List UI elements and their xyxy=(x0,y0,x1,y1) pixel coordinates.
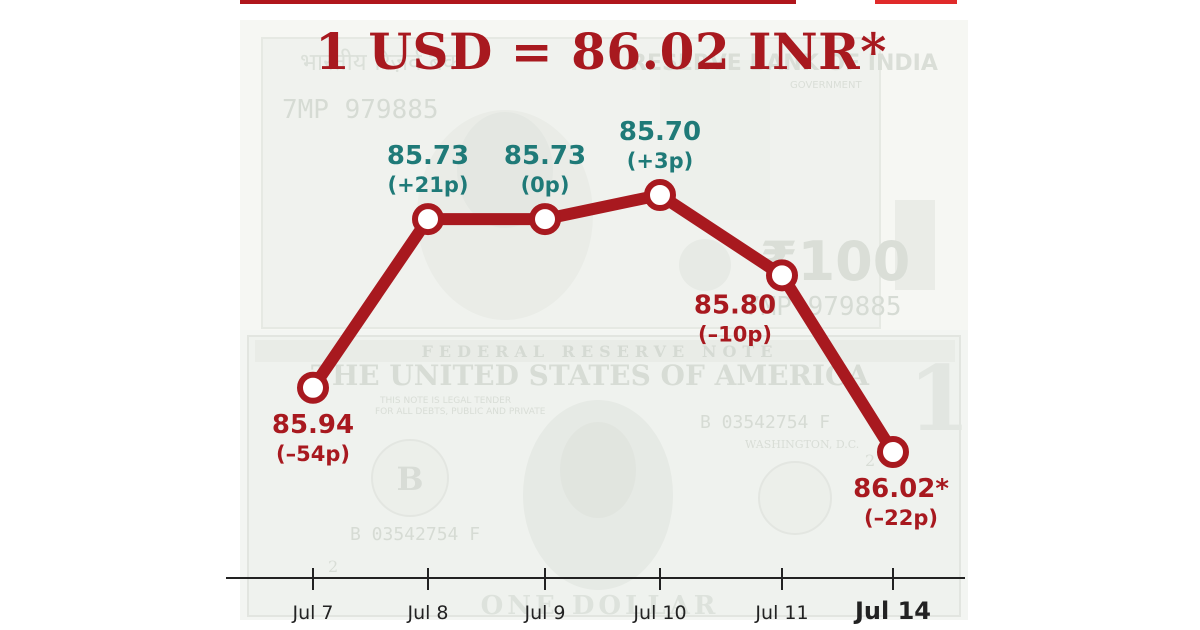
data-label-value-0: 85.94 xyxy=(272,410,354,440)
usd-serial: B 03542754 F xyxy=(700,412,830,433)
inr-note-illustration: भारतीय रिज़र्व बैंक RESERVE BANK OF INDI… xyxy=(240,20,968,340)
data-label-change-4: (–10p) xyxy=(698,322,772,346)
data-label-value-3: 85.70 xyxy=(619,117,701,147)
data-point-5 xyxy=(877,436,909,468)
data-label-change-1: (+21p) xyxy=(387,173,468,197)
usd-header: THE UNITED STATES OF AMERICA xyxy=(311,359,870,392)
usd-seal-letter: B xyxy=(396,460,423,498)
x-tick-label-3: Jul 10 xyxy=(632,602,686,624)
usd-small-2-right: 2 xyxy=(865,451,875,470)
data-point-4 xyxy=(766,259,798,292)
usd-serial-bottom: B 03542754 F xyxy=(350,524,480,545)
header-rule xyxy=(226,0,796,4)
x-tick-label-5: Jul 14 xyxy=(853,597,931,625)
data-point-3 xyxy=(644,179,676,211)
usd-denomination: 1 xyxy=(908,346,971,452)
chart-title: 1 USD = 86.02 INR* xyxy=(315,22,887,81)
inr-government: GOVERNMENT xyxy=(790,80,862,91)
data-label-change-2: (0p) xyxy=(521,173,570,197)
brand-tag xyxy=(875,0,957,4)
data-label-value-2: 85.73 xyxy=(504,141,586,171)
usd-city: WASHINGTON, D.C. xyxy=(745,438,859,451)
usd-debts: FOR ALL DEBTS, PUBLIC AND PRIVATE xyxy=(375,407,546,417)
data-label-value-5: 86.02* xyxy=(853,474,949,504)
inr-serial: 7MP 979885 xyxy=(282,95,439,125)
data-label-value-1: 85.73 xyxy=(387,141,469,171)
data-label-change-3: (+3p) xyxy=(627,149,693,173)
data-point-2 xyxy=(529,203,561,236)
data-label-change-0: (–54p) xyxy=(276,442,350,466)
data-point-0 xyxy=(297,371,329,404)
x-tick-label-0: Jul 7 xyxy=(291,602,333,624)
data-label-value-4: 85.80 xyxy=(694,290,776,320)
usd-legal-tender: THIS NOTE IS LEGAL TENDER xyxy=(379,396,511,406)
data-label-change-5: (–22p) xyxy=(864,506,938,530)
inr-hindi-header: भारतीय रिज़र्व बैंक xyxy=(300,48,462,76)
inr-serial-right: 7MP 979885 xyxy=(745,292,902,322)
usd-small-2-left: 2 xyxy=(328,557,338,576)
usd-bottom-text: ONE DOLLAR xyxy=(481,591,720,621)
series-line-usd-inr xyxy=(307,189,899,458)
x-tick-label-2: Jul 9 xyxy=(523,602,565,624)
x-tick-label-1: Jul 8 xyxy=(406,602,448,624)
usd-federal-reserve: FEDERAL RESERVE NOTE xyxy=(422,342,779,361)
data-point-1 xyxy=(412,203,444,236)
inr-header: RESERVE BANK OF INDIA xyxy=(630,51,938,76)
x-tick-label-4: Jul 11 xyxy=(754,602,808,624)
